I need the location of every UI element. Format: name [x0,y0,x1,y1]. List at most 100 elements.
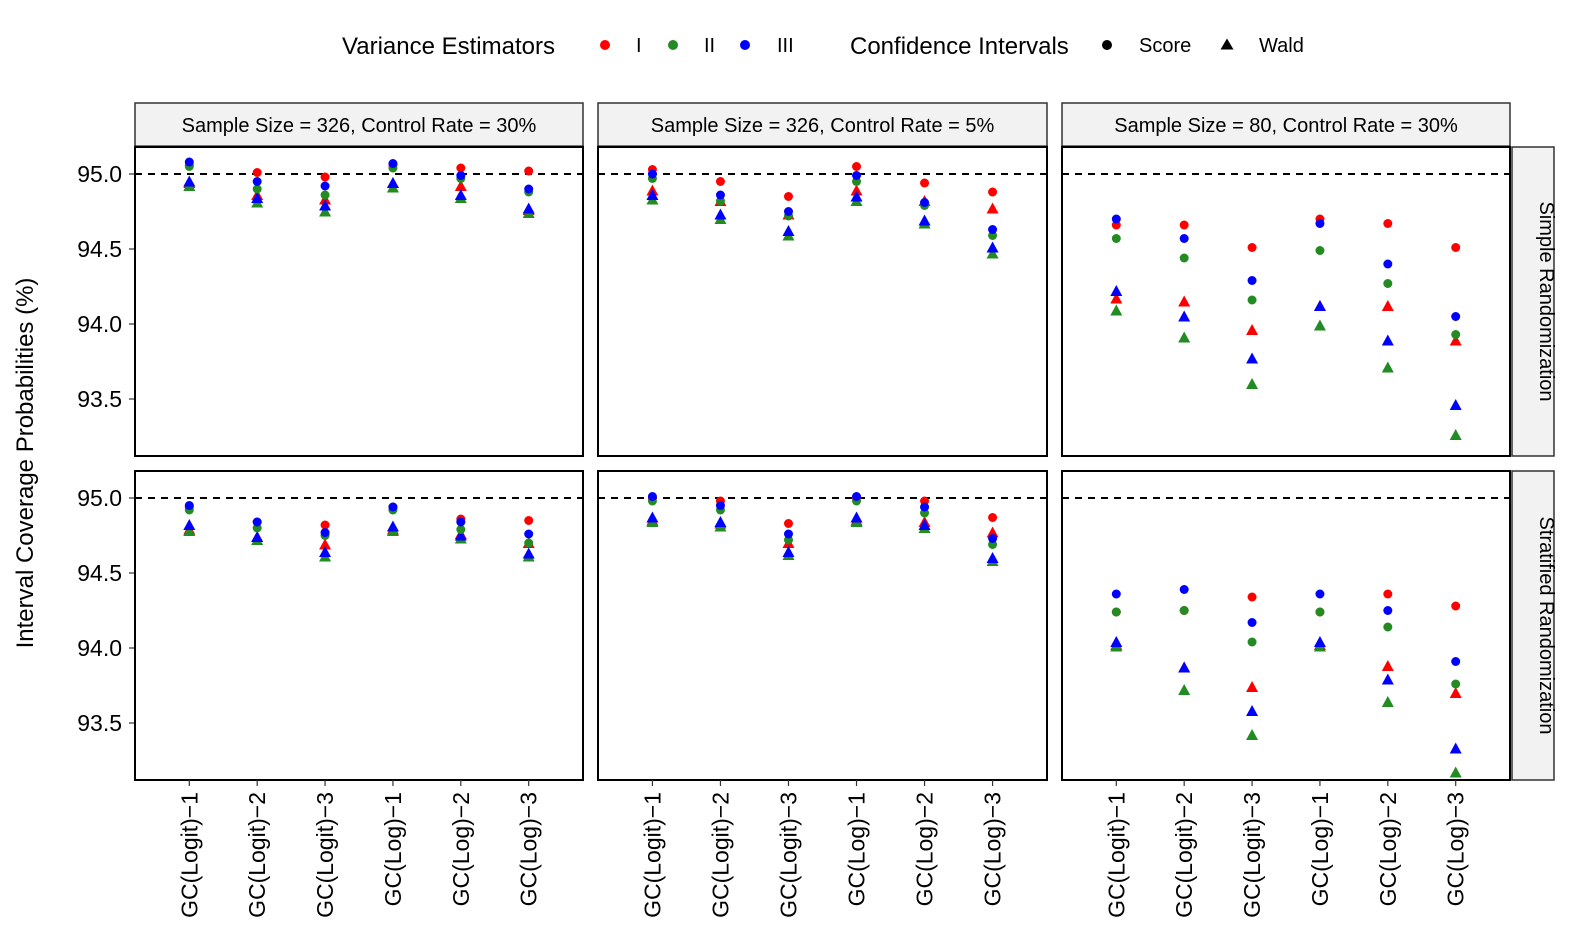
panel [1061,146,1511,457]
data-point-score-I [1451,243,1461,252]
legend-title-variance: Variance Estimators [342,33,555,60]
panel-frame [597,470,1048,781]
data-point-wald-III [319,546,332,557]
data-point-score-III [252,517,262,527]
data-point-score-III [988,534,998,543]
data-point-wald-III [1313,636,1326,647]
data-point-score-III [988,225,998,234]
y-tick-label: 94.0 [77,311,122,337]
legend-marker-I [600,40,610,50]
row-strip [1511,146,1555,457]
data-point-wald-I [1381,300,1394,311]
data-point-score-III [715,501,725,510]
data-point-wald-II [1178,331,1191,343]
data-point-score-I [524,166,534,176]
data-point-score-I [1451,601,1461,611]
data-point-wald-III [454,529,467,541]
data-point-wald-I [850,184,863,196]
data-point-wald-III [1449,399,1462,410]
data-point-wald-I [1449,687,1462,698]
data-point-wald-I [1381,660,1394,671]
row-strip-label: Stratified Randomization [1535,517,1557,735]
panel-frame [597,146,1048,457]
data-point-score-I [252,168,262,177]
legend-marker-II [668,40,678,50]
data-point-score-II [1451,679,1461,689]
row-strip-label: Simple Randomization [1535,201,1557,401]
data-point-wald-I [1110,292,1123,304]
data-point-wald-III [319,199,332,211]
legend-label-score: Score [1139,35,1191,57]
legend-title-ci: Confidence Intervals [850,33,1069,60]
data-point-score-I [920,178,930,188]
data-point-score-II [524,538,534,548]
data-point-wald-III [1178,310,1191,322]
x-tick-label: GC(Log)−1 [844,792,870,906]
legend-marker-wald [1220,38,1234,50]
data-point-wald-III [1246,705,1259,716]
row-strip [1511,470,1555,781]
data-point-score-I [783,192,793,201]
panel-frame [134,146,584,457]
data-point-wald-II [1178,684,1191,695]
data-point-score-III [852,492,862,501]
y-tick-label: 94.5 [77,560,122,586]
data-point-wald-III [986,552,999,563]
data-point-wald-I [986,526,999,538]
x-tick-label: GC(Logit)−3 [312,792,338,918]
data-point-score-III [715,190,725,200]
data-point-score-III [388,159,398,168]
data-point-score-II [1315,246,1325,255]
data-point-score-III [388,502,398,512]
x-tick-label: GC(Logit)−1 [176,792,202,918]
data-point-score-I [852,162,862,171]
data-point-wald-I [1449,334,1462,346]
data-point-wald-III [646,189,659,200]
data-point-wald-III [714,516,727,527]
column-strip-label: Sample Size = 80, Control Rate = 30% [1114,115,1458,137]
data-point-wald-II [1313,319,1326,331]
data-point-wald-I [1246,324,1259,335]
x-tick-label: GC(Logit)−1 [639,792,665,918]
data-point-score-I [320,172,330,182]
y-tick-label: 93.5 [77,710,122,736]
x-tick-label: GC(Log)−1 [1307,792,1333,906]
data-point-score-II [1383,622,1393,632]
column-strip-label: Sample Size = 326, Control Rate = 30% [182,115,537,137]
data-point-wald-III [1178,661,1191,673]
data-point-score-II [1111,607,1121,617]
data-point-wald-III [1246,352,1259,364]
x-tick-label: GC(Logit)−3 [1239,792,1265,918]
data-point-wald-III [986,241,999,253]
data-point-wald-III [251,192,264,203]
data-point-wald-II [183,525,196,536]
data-point-score-II [252,184,262,194]
data-point-score-II [320,190,330,200]
data-point-score-III [252,177,262,186]
data-point-score-III [647,169,657,179]
data-point-wald-II [986,247,999,259]
data-point-wald-III [1313,300,1326,311]
column-strip [597,102,1048,148]
data-point-score-III [1179,585,1189,594]
panel-frame [1061,146,1511,457]
data-point-wald-I [454,180,467,191]
y-axis-label: Interval Coverage Probabilities (%) [12,278,39,649]
data-point-wald-I [1246,681,1259,692]
data-point-score-III [1315,589,1325,599]
legend: Variance Estimators I II III Confidence In… [342,33,1304,60]
data-point-wald-II [1246,378,1259,389]
data-point-score-I [1247,592,1257,602]
data-point-wald-II [1381,696,1394,707]
data-point-score-III [920,198,930,207]
data-point-score-III [920,502,930,512]
data-point-score-II [1315,607,1325,617]
data-point-score-I [1383,219,1393,228]
x-tick-label: GC(Log)−2 [1375,792,1401,906]
data-point-score-II [1383,279,1393,288]
y-tick-label: 94.5 [77,236,122,262]
data-point-score-III [1179,234,1189,243]
column-strip [1061,102,1511,148]
column-strip-label: Sample Size = 326, Control Rate = 5% [651,115,995,137]
